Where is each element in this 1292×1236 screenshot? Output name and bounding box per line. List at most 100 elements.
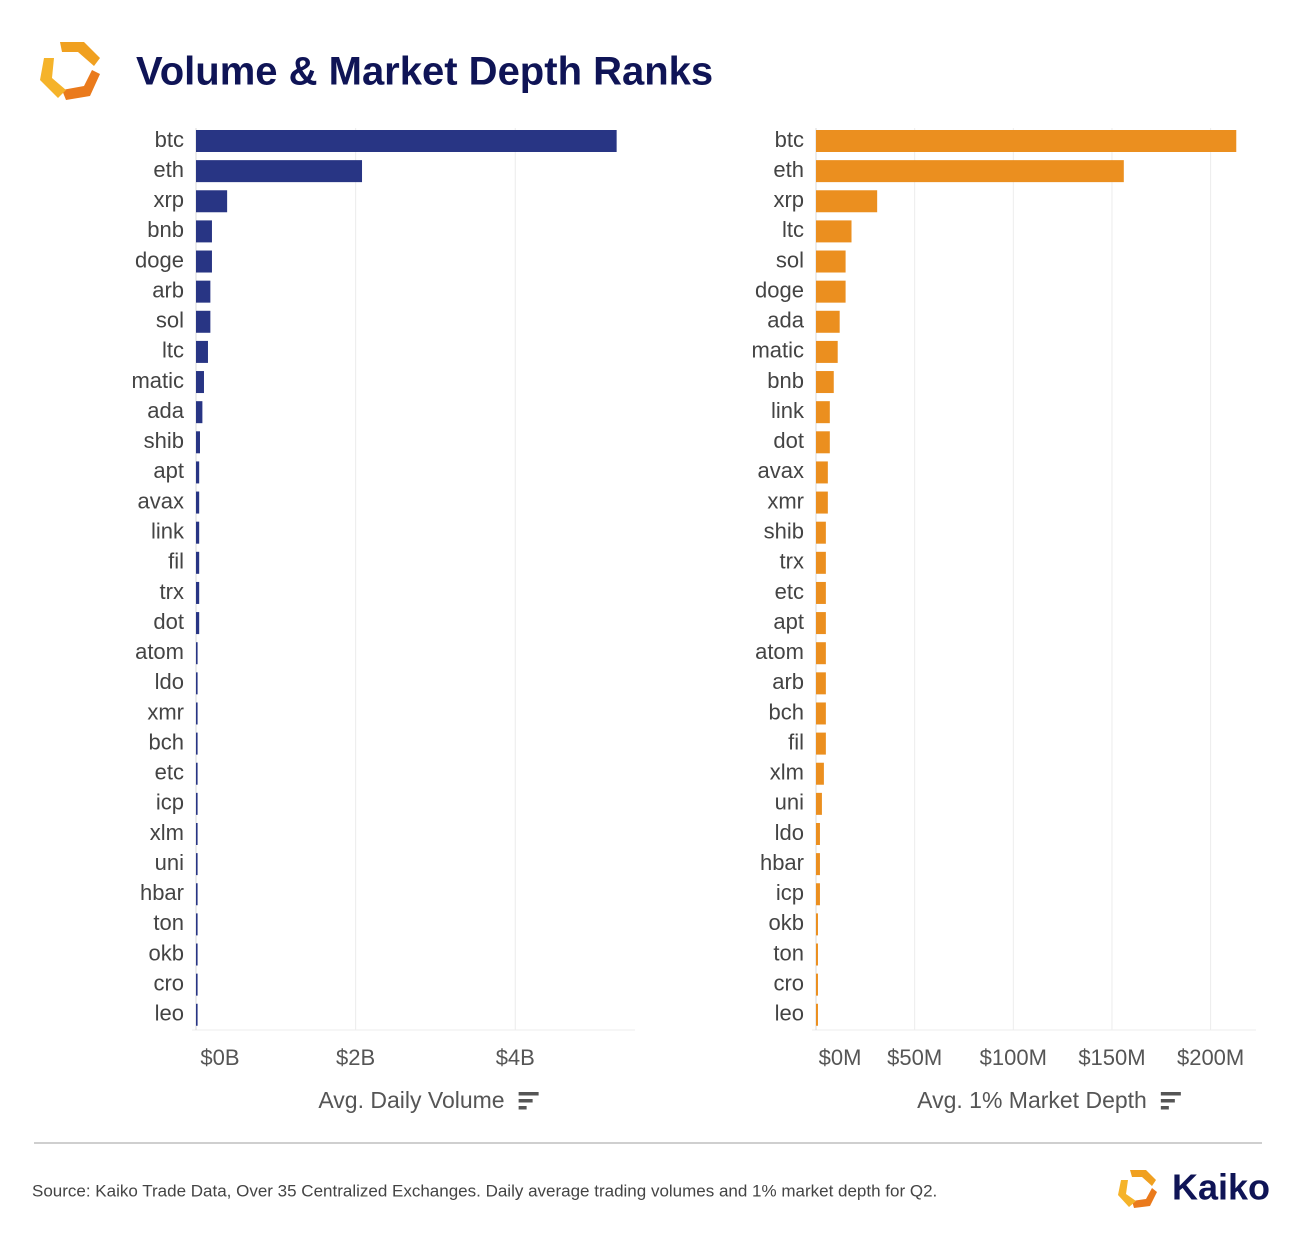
bar [816, 160, 1124, 183]
sort-icon [518, 1092, 539, 1096]
y-tick-label: okb [769, 910, 804, 935]
bar [196, 792, 198, 815]
bar [196, 461, 200, 484]
y-tick-label: shib [144, 428, 184, 453]
y-tick-label: bnb [147, 217, 184, 242]
bar [196, 1003, 198, 1026]
bar [196, 612, 200, 635]
bar [196, 310, 211, 333]
y-tick-label: cro [153, 970, 184, 995]
sort-icon [1160, 1099, 1175, 1103]
y-tick-label: link [151, 519, 185, 544]
bar [816, 310, 840, 333]
bar [816, 250, 846, 273]
y-tick-label: etc [155, 760, 184, 785]
y-tick-label: ltc [782, 217, 804, 242]
y-tick-label: hbar [760, 850, 804, 875]
bar [196, 280, 211, 303]
y-tick-label: ada [767, 308, 804, 333]
y-tick-label: dot [773, 428, 804, 453]
bar [196, 732, 198, 755]
y-tick-label: trx [160, 579, 184, 604]
bar [196, 250, 212, 273]
y-tick-label: icp [156, 790, 184, 815]
bar [816, 130, 1237, 152]
x-tick-label: $2B [336, 1045, 375, 1070]
bar [816, 702, 826, 725]
y-tick-label: shib [764, 519, 804, 544]
y-tick-label: ton [773, 940, 804, 965]
bar [196, 642, 198, 665]
x-axis-title: Avg. Daily Volume [318, 1087, 504, 1113]
bar [196, 190, 228, 213]
x-tick-label: $4B [496, 1045, 535, 1070]
logo-part [1130, 1170, 1156, 1186]
y-tick-label: bch [149, 729, 184, 754]
bar [196, 973, 198, 996]
bar [196, 853, 198, 876]
y-tick-label: xrp [773, 187, 804, 212]
y-tick-label: matic [751, 338, 804, 363]
x-tick-label: $0M [819, 1045, 862, 1070]
bar [816, 551, 826, 574]
x-tick-label: $50M [887, 1045, 942, 1070]
y-tick-label: xmr [147, 699, 184, 724]
y-tick-label: icp [776, 880, 804, 905]
bar [196, 581, 200, 604]
y-tick-label: uni [155, 850, 184, 875]
logo [40, 42, 100, 100]
y-tick-label: leo [155, 1001, 184, 1026]
brand-logo [1118, 1170, 1157, 1208]
y-tick-label: xlm [150, 820, 184, 845]
y-tick-label: sol [776, 247, 804, 272]
y-tick-label: xrp [153, 187, 184, 212]
bar [196, 672, 198, 695]
bar [196, 340, 208, 363]
bar [816, 853, 820, 876]
y-tick-label: eth [153, 157, 184, 182]
y-tick-label: doge [755, 277, 804, 302]
y-tick-label: ltc [162, 338, 184, 363]
y-tick-label: sol [156, 308, 184, 333]
bar-panel: $0M $50M $100M $150M $200M btc eth xrp ltc sol dog… [751, 127, 1256, 1113]
sort-icon [1160, 1106, 1169, 1110]
bar [816, 883, 820, 906]
source-note: Source: Kaiko Trade Data, Over 35 Centra… [32, 1181, 937, 1200]
bar-panel: $0B $2B $4B btc eth xrp bnb doge arb sol ltc matic a… [131, 127, 635, 1113]
bar [816, 581, 826, 604]
y-tick-label: fil [788, 729, 804, 754]
bar [816, 401, 830, 424]
y-tick-label: arb [152, 277, 184, 302]
bar [196, 431, 200, 454]
bar [816, 973, 818, 996]
bar [816, 822, 820, 845]
y-tick-label: okb [149, 940, 184, 965]
y-tick-label: fil [168, 549, 184, 574]
bar [816, 612, 826, 635]
brand-name: Kaiko [1172, 1167, 1270, 1208]
bar [196, 913, 198, 936]
bar [816, 521, 826, 544]
bar [816, 1003, 818, 1026]
y-tick-label: xlm [770, 760, 804, 785]
bar [816, 371, 834, 394]
logo-part [40, 58, 66, 98]
sort-icon [518, 1106, 527, 1110]
x-tick-label: $0B [200, 1045, 239, 1070]
bar [196, 883, 198, 906]
y-tick-label: cro [773, 970, 804, 995]
bar [816, 943, 818, 966]
bar [196, 160, 363, 183]
y-tick-label: dot [153, 609, 184, 634]
y-tick-label: hbar [140, 880, 184, 905]
y-tick-label: leo [775, 1001, 804, 1026]
y-tick-label: uni [775, 790, 804, 815]
sort-icon [1160, 1092, 1181, 1096]
y-tick-label: ada [147, 398, 184, 423]
y-tick-label: doge [135, 247, 184, 272]
bar [816, 190, 878, 213]
bar [816, 461, 828, 484]
bar [816, 913, 818, 936]
bar [816, 732, 826, 755]
y-tick-label: matic [131, 368, 184, 393]
